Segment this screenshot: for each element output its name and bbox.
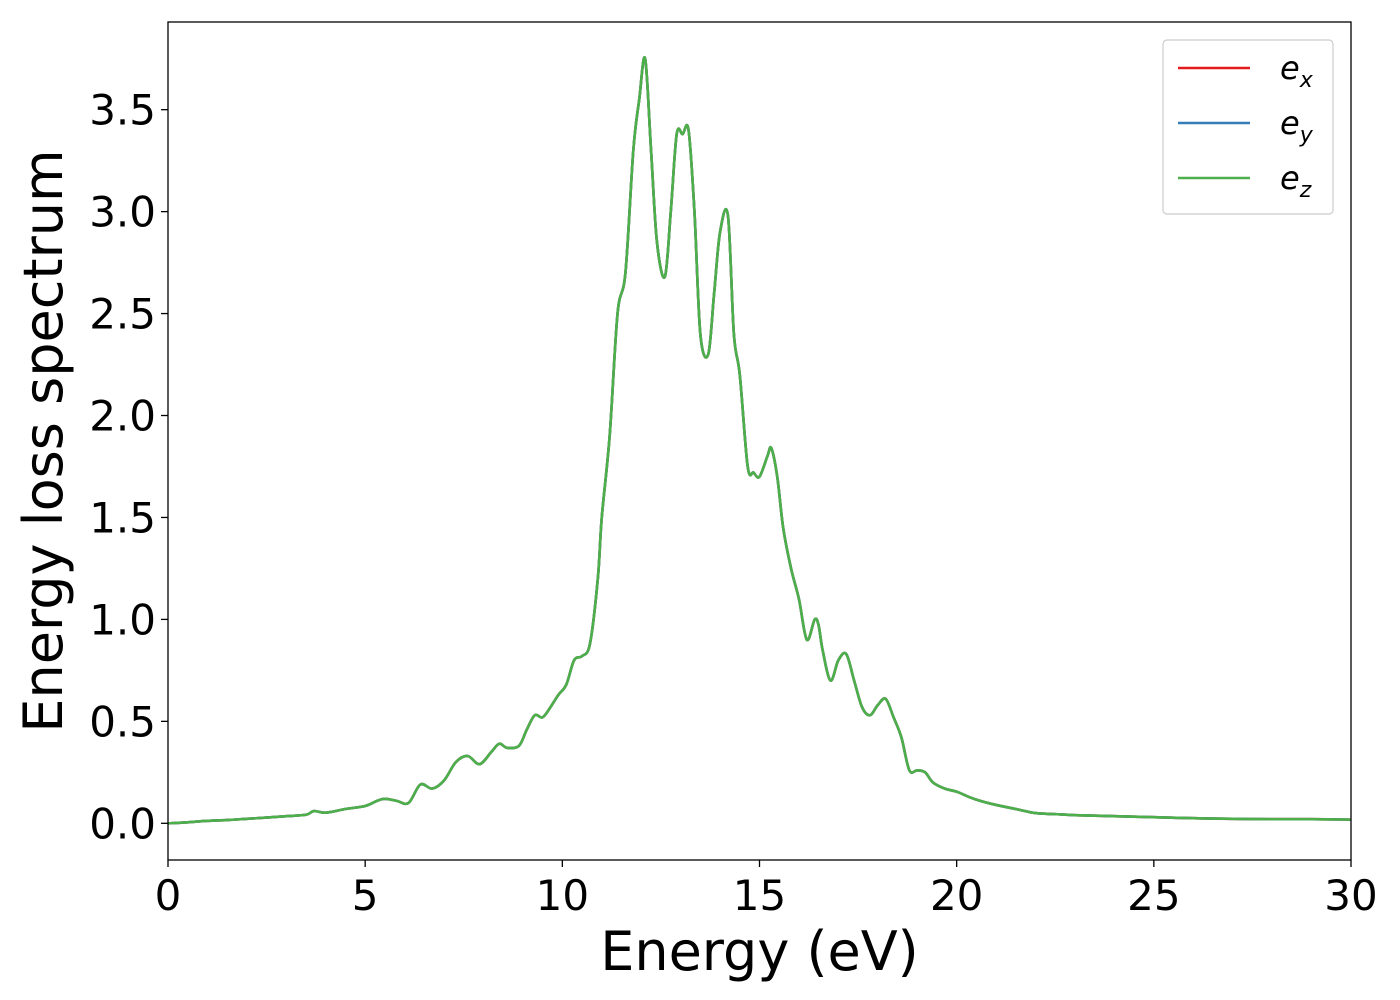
y-axis: 0.0 0.5 1.0 1.5 2.0 2.5 3.0 3.5 [89,86,168,848]
legend: ex ey ez [1162,39,1334,215]
x-tick-label: 20 [930,871,983,920]
x-tick-label: 5 [352,871,379,920]
series-line-ez [167,56,1352,825]
plot-frame [167,21,1352,861]
legend-box [1162,39,1334,215]
legend-label-ez: ez [1280,159,1312,203]
y-tick-label: 3.0 [89,188,156,237]
y-tick-label: 3.5 [89,86,156,135]
x-tick-label: 10 [536,871,589,920]
y-tick-label: 0.0 [89,799,156,848]
y-tick-label: 1.5 [89,493,156,542]
x-axis-label: Energy (eV) [600,920,919,983]
y-axis-label: Energy loss spectrum [12,149,75,732]
plot-lines [167,56,1352,825]
y-tick-label: 2.5 [89,290,156,339]
y-tick-label: 2.0 [89,392,156,441]
x-tick-label: 25 [1127,871,1180,920]
legend-label-ey: ey [1280,104,1314,148]
x-axis: 0 5 10 15 20 25 30 [155,860,1378,920]
x-tick-label: 0 [155,871,182,920]
y-tick-label: 1.0 [89,595,156,644]
x-tick-label: 15 [733,871,786,920]
x-tick-label: 30 [1324,871,1377,920]
y-tick-label: 0.5 [89,697,156,746]
legend-label-ex: ex [1280,49,1314,93]
